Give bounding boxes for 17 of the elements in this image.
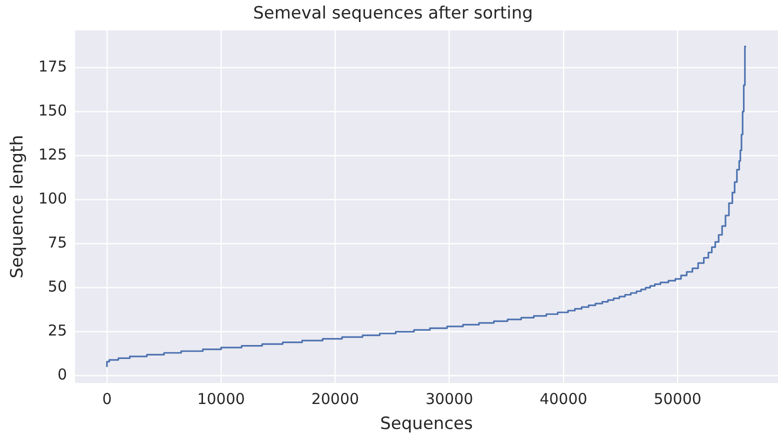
x-tick-label: 40000 (540, 390, 588, 408)
y-axis-title: Sequence length (8, 134, 28, 278)
x-tick-label: 10000 (197, 390, 245, 408)
y-tick-label: 100 (38, 190, 67, 208)
x-tick-label: 0 (102, 390, 112, 408)
x-tick-label: 50000 (654, 390, 702, 408)
y-tick-label: 175 (38, 57, 67, 76)
x-axis-title: Sequences (380, 414, 473, 434)
y-tick-label: 25 (48, 322, 67, 340)
y-tick-label: 0 (57, 366, 67, 384)
y-tick-label: 75 (48, 234, 67, 252)
y-tick-label: 50 (48, 278, 67, 296)
y-tick-label: 125 (38, 146, 67, 164)
y-tick-label: 150 (38, 101, 67, 120)
x-tick-label: 30000 (425, 390, 474, 408)
x-tick-label: 20000 (311, 390, 360, 408)
chart-title: Semeval sequences after sorting (253, 4, 533, 24)
